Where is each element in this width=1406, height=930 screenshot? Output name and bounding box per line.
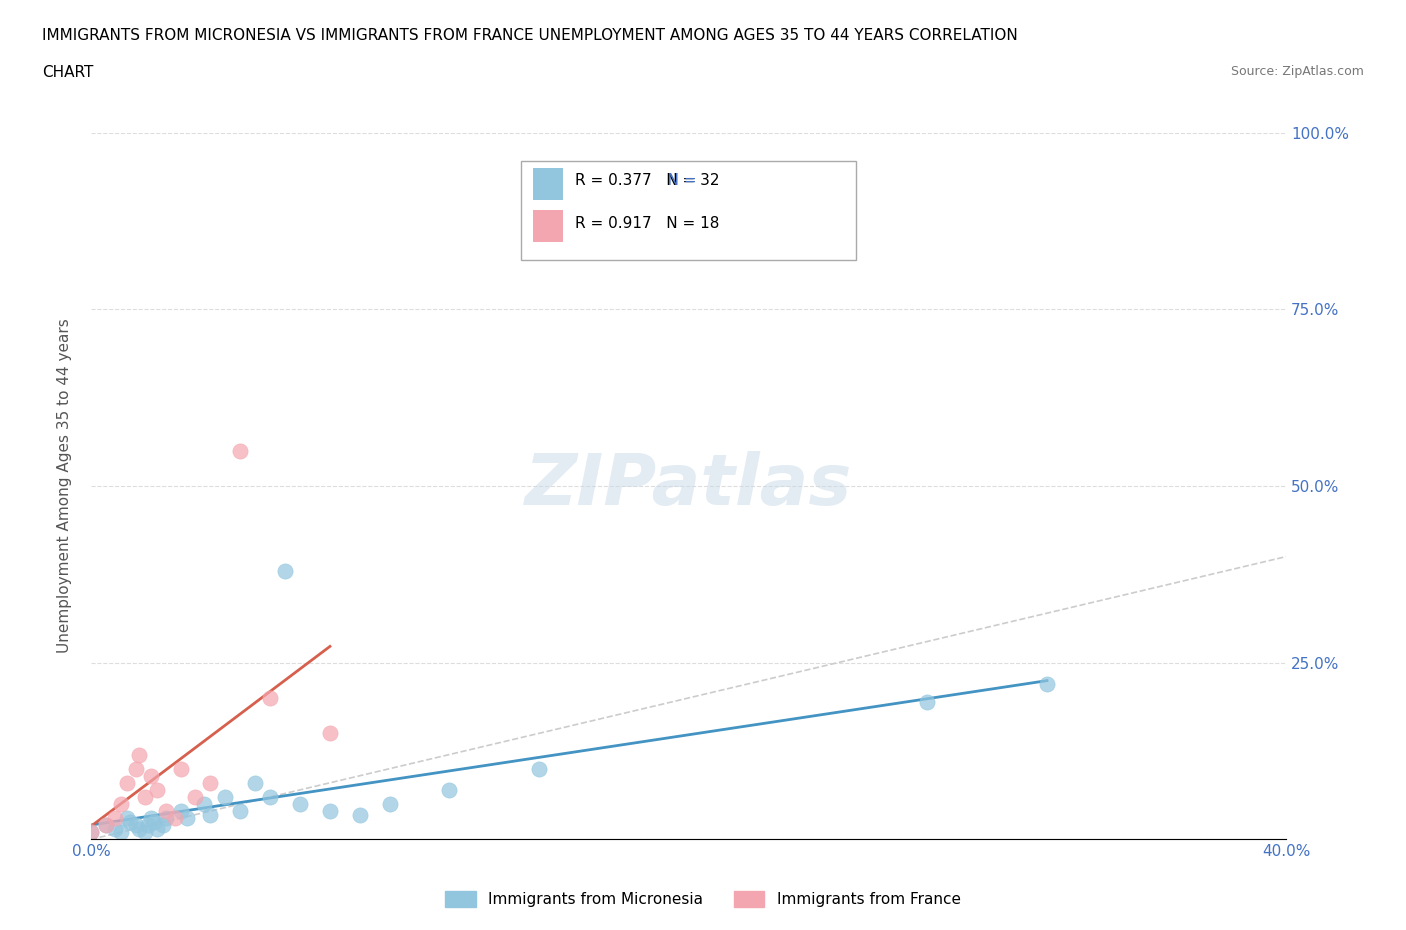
Point [229,804,252,818]
Text: R = 0.917   N = 18: R = 0.917 N = 18 [575,216,720,231]
Point [917,694,939,709]
Point [169,762,191,777]
Point [245,776,267,790]
Point [139,768,162,783]
Point [214,790,236,804]
Point [229,444,252,458]
Point [145,821,167,836]
Point [169,804,191,818]
Text: ZIPatlas: ZIPatlas [524,451,852,521]
Point [1036,676,1059,691]
Point [80,825,103,840]
Point [134,825,156,840]
Point [176,811,198,826]
Point [200,807,222,822]
Point [155,804,177,818]
Point [115,776,138,790]
Point [439,782,461,797]
Point [152,817,174,832]
FancyBboxPatch shape [522,161,856,259]
Point [139,811,162,826]
Point [80,825,103,840]
Point [136,817,159,832]
Point [134,790,156,804]
Point [259,790,281,804]
Legend: Immigrants from Micronesia, Immigrants from France: Immigrants from Micronesia, Immigrants f… [439,884,967,913]
Point [274,564,297,578]
Point [319,726,342,741]
Point [288,797,311,812]
Point [128,747,150,762]
Point [259,691,281,706]
Point [349,807,371,822]
Point [319,804,342,818]
Point [104,811,127,826]
Point [125,817,148,832]
Text: N =: N = [652,173,702,188]
Point [527,762,550,777]
Point [378,797,401,812]
Text: IMMIGRANTS FROM MICRONESIA VS IMMIGRANTS FROM FRANCE UNEMPLOYMENT AMONG AGES 35 : IMMIGRANTS FROM MICRONESIA VS IMMIGRANTS… [42,28,1018,43]
Point [128,821,150,836]
FancyBboxPatch shape [533,210,562,242]
Point [125,762,148,777]
Point [118,815,141,830]
Y-axis label: Unemployment Among Ages 35 to 44 years: Unemployment Among Ages 35 to 44 years [58,319,72,654]
Point [115,811,138,826]
Point [110,825,132,840]
Text: Source: ZipAtlas.com: Source: ZipAtlas.com [1230,65,1364,78]
Point [193,797,215,812]
Point [94,817,117,832]
Point [110,797,132,812]
Point [200,776,222,790]
Text: R = 0.377   N = 32: R = 0.377 N = 32 [575,173,720,188]
Point [155,811,177,826]
Point [142,815,165,830]
Point [184,790,207,804]
Text: CHART: CHART [42,65,94,80]
Point [145,782,167,797]
Point [104,821,127,836]
Point [94,817,117,832]
FancyBboxPatch shape [533,168,562,200]
Point [163,811,186,826]
